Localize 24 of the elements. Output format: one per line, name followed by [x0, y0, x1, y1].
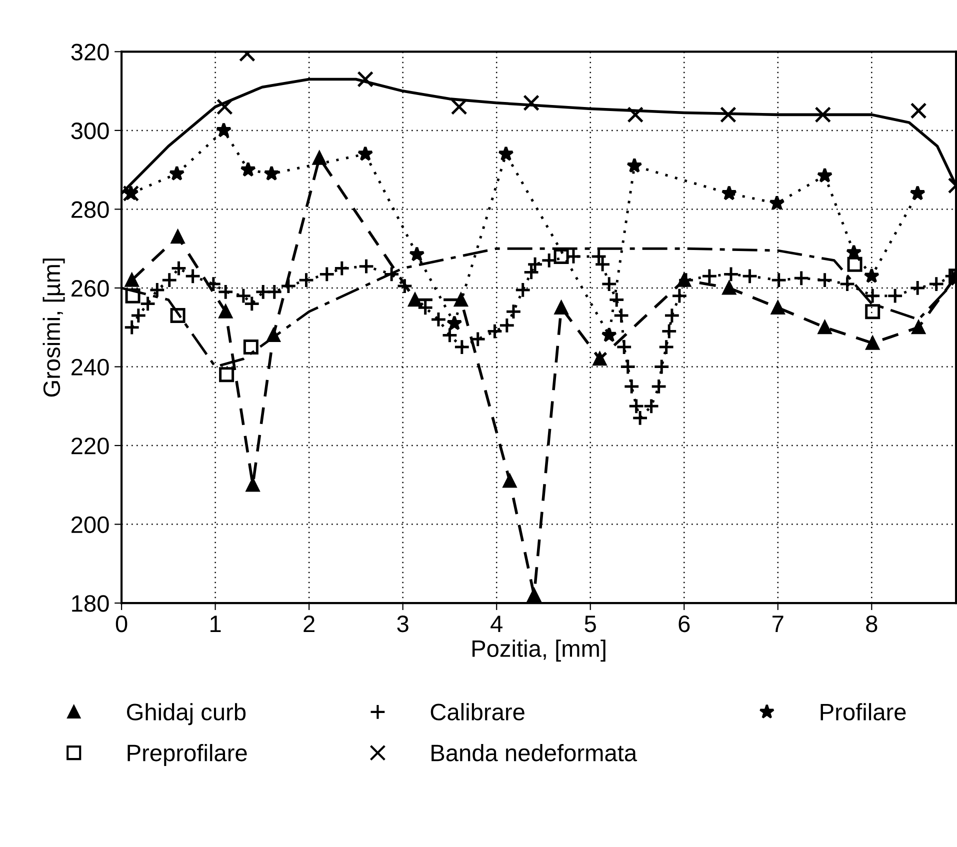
legend-label: Calibrare: [430, 703, 524, 720]
x-tick-label: 2: [304, 615, 314, 632]
y-tick-label: 320: [71, 44, 109, 60]
x-tick-label: 5: [584, 616, 596, 632]
x-tick-label: 0: [116, 615, 128, 632]
legend-label: Banda nedeformata: [432, 744, 638, 762]
x-tick-label: 7: [772, 616, 784, 632]
y-tick-label: 240: [72, 358, 109, 376]
y-tick-label: 200: [72, 516, 109, 534]
legend-label: Profilare: [820, 703, 906, 720]
x-tick-label: 4: [490, 616, 502, 632]
y-axis-title: Grosimi, [µm]: [42, 258, 65, 397]
x-tick-label: 1: [210, 616, 221, 632]
y-tick-label: 260: [72, 280, 109, 297]
y-tick-label: 220: [72, 438, 109, 454]
x-axis-title: Pozitia, [mm]: [472, 640, 606, 662]
y-tick-label: 180: [72, 595, 109, 612]
y-tick-label: 300: [71, 122, 109, 140]
legend-label: Preprofilare: [128, 744, 247, 766]
x-tick-label: 6: [678, 615, 690, 632]
legend-label: Ghidaj curb: [126, 703, 246, 726]
y-tick-label: 280: [72, 201, 109, 218]
x-tick-label: 8: [866, 615, 878, 632]
x-tick-label: 3: [397, 615, 408, 632]
